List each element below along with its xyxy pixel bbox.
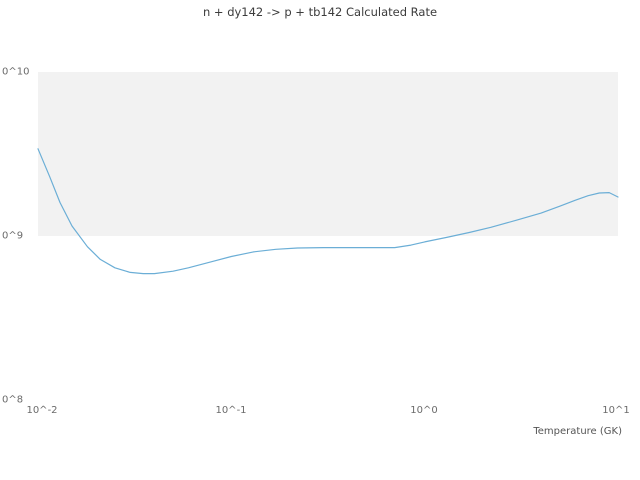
x-tick-1e0: 10^0 (410, 405, 438, 416)
x-tick-1e-1: 10^-1 (215, 405, 247, 416)
y-tick-1e9: 0^9 (2, 230, 24, 242)
decade-band (38, 72, 618, 236)
rate-line (37, 148, 619, 275)
y-tick-1e10: 0^10 (2, 66, 30, 78)
chart-title: n + dy142 -> p + tb142 Calculated Rate (202, 5, 438, 19)
y-tick-1e8: 0^8 (2, 394, 24, 406)
x-tick-1e-2: 10^-2 (26, 405, 58, 416)
x-tick-1e1: 10^1 (602, 405, 630, 416)
x-axis-label: Temperature (GK) (533, 426, 622, 437)
